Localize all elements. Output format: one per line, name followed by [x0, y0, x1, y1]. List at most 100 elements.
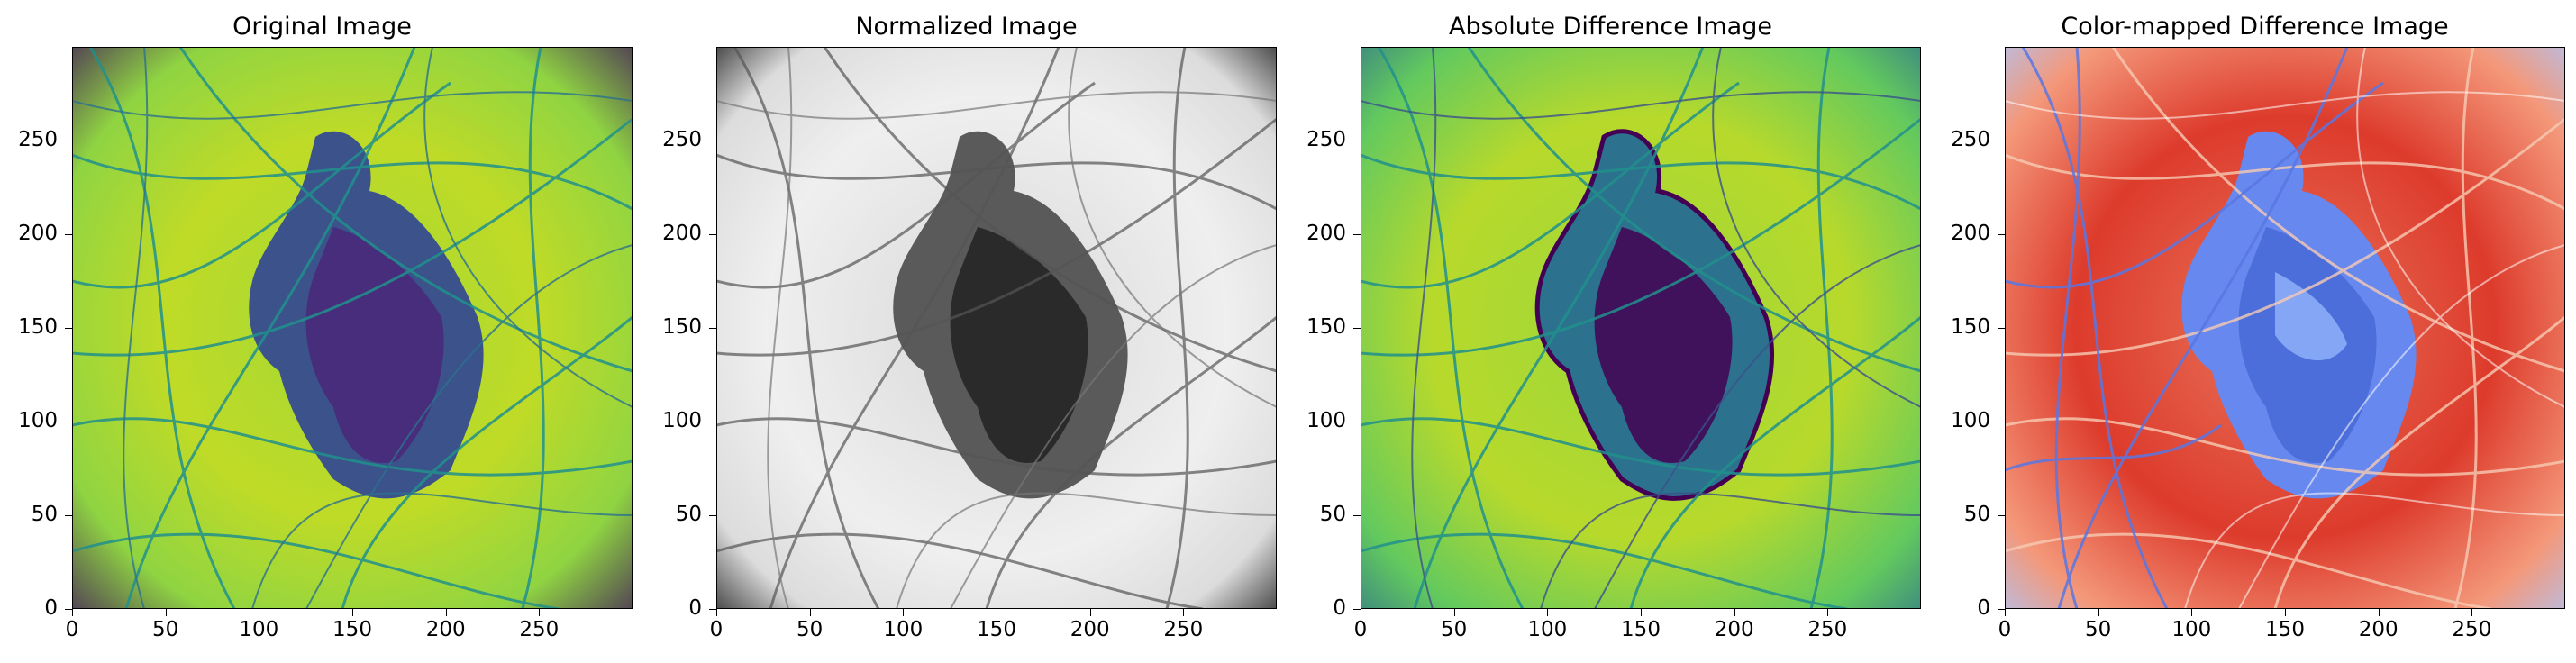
y-tick-mark	[1353, 515, 1361, 516]
x-tick-mark	[1089, 609, 1091, 616]
x-tick-label: 100	[1527, 618, 1568, 641]
y-tick-label: 150	[1306, 315, 1346, 339]
x-tick-label: 200	[1070, 618, 1110, 641]
panel-title: Normalized Image	[855, 13, 1078, 41]
panel-title: Absolute Difference Image	[1449, 13, 1772, 41]
y-tick-label: 150	[18, 315, 58, 339]
x-tick-mark	[1547, 609, 1549, 616]
y-tick-label: 100	[18, 409, 58, 432]
color-mapped-difference-image	[2005, 47, 2565, 609]
y-tick-label: 0	[688, 596, 702, 620]
y-tick-label: 200	[1951, 222, 1990, 245]
x-tick-mark	[539, 609, 541, 616]
image-plot-absolute-difference: 0 50 100 150 200 250 0 50 100 150 200 250	[1306, 47, 1921, 641]
y-tick-mark	[1998, 234, 2005, 235]
normalized-image	[716, 47, 1277, 609]
x-tick-mark	[809, 609, 811, 616]
y-tick-mark	[1353, 234, 1361, 235]
x-tick-mark	[716, 609, 717, 616]
y-tick-mark	[65, 609, 72, 610]
x-tick-label: 250	[1163, 618, 1204, 641]
y-tick-mark	[709, 609, 716, 610]
x-tick-label: 100	[2171, 618, 2212, 641]
image-plot-original: 0 50 100 150 200 250 0 50 100 150 200 250	[18, 47, 633, 641]
y-tick-label: 100	[662, 409, 702, 432]
x-tick-label: 250	[2452, 618, 2492, 641]
x-tick-mark	[903, 609, 905, 616]
x-tick-mark	[2471, 609, 2473, 616]
x-tick-mark	[1183, 609, 1185, 616]
y-tick-mark	[709, 328, 716, 329]
x-tick-label: 200	[1714, 618, 1754, 641]
y-tick-mark	[65, 328, 72, 329]
y-tick-label: 250	[18, 128, 58, 151]
y-tick-label: 200	[662, 222, 702, 245]
y-tick-label: 0	[1977, 596, 1990, 620]
absolute-difference-image	[1361, 47, 1921, 609]
x-tick-mark	[445, 609, 447, 616]
x-tick-label: 50	[796, 618, 824, 641]
x-tick-mark	[1641, 609, 1642, 616]
y-tick-mark	[1998, 515, 2005, 516]
y-tick-label: 250	[1951, 128, 1990, 151]
image-plot-color-mapped-difference: 0 50 100 150 200 250 0 50 100 150 200 250	[1951, 47, 2565, 641]
x-tick-label: 150	[2265, 618, 2305, 641]
original-image	[72, 47, 633, 609]
x-tick-label: 50	[1441, 618, 1468, 641]
y-tick-label: 200	[18, 222, 58, 245]
x-tick-label: 0	[709, 618, 724, 641]
y-tick-label: 50	[1963, 503, 1990, 526]
y-tick-label: 0	[44, 596, 58, 620]
x-tick-label: 250	[1807, 618, 1848, 641]
y-tick-mark	[1998, 328, 2005, 329]
x-tick-label: 50	[2085, 618, 2112, 641]
y-tick-label: 150	[662, 315, 702, 339]
x-tick-label: 150	[1621, 618, 1661, 641]
x-tick-label: 0	[65, 618, 79, 641]
y-tick-label: 50	[31, 503, 58, 526]
y-tick-label: 200	[1306, 222, 1346, 245]
y-tick-mark	[65, 234, 72, 235]
x-tick-label: 200	[425, 618, 466, 641]
panel-title: Original Image	[232, 13, 412, 41]
x-tick-mark	[2098, 609, 2099, 616]
x-tick-mark	[1734, 609, 1735, 616]
y-tick-mark	[1998, 609, 2005, 610]
x-tick-mark	[2005, 609, 2006, 616]
y-tick-label: 100	[1306, 409, 1346, 432]
x-tick-label: 200	[2358, 618, 2399, 641]
y-tick-mark	[709, 234, 716, 235]
x-tick-label: 150	[977, 618, 1016, 641]
x-tick-label: 250	[519, 618, 560, 641]
x-tick-label: 50	[152, 618, 179, 641]
x-tick-mark	[1453, 609, 1455, 616]
x-tick-mark	[2378, 609, 2380, 616]
x-tick-label: 150	[332, 618, 372, 641]
y-tick-label: 150	[1951, 315, 1990, 339]
x-tick-mark	[352, 609, 353, 616]
y-tick-label: 0	[1333, 596, 1346, 620]
y-tick-label: 50	[1319, 503, 1346, 526]
panel-title: Color-mapped Difference Image	[2061, 13, 2449, 41]
y-tick-label: 50	[675, 503, 702, 526]
x-tick-mark	[165, 609, 167, 616]
panel-absolute-difference: Absolute Difference Image	[1288, 0, 1933, 663]
y-tick-mark	[709, 515, 716, 516]
x-tick-mark	[2191, 609, 2193, 616]
panel-color-mapped-difference: Color-mapped Difference Image	[1933, 0, 2576, 663]
x-tick-mark	[2285, 609, 2286, 616]
x-tick-label: 0	[1998, 618, 2012, 641]
x-tick-label: 100	[883, 618, 924, 641]
panel-original: Original Image	[0, 0, 644, 663]
x-tick-mark	[72, 609, 73, 616]
y-tick-label: 250	[1306, 128, 1346, 151]
y-tick-mark	[1353, 609, 1361, 610]
y-tick-label: 250	[662, 128, 702, 151]
x-tick-mark	[1827, 609, 1829, 616]
panel-normalized: Normalized Image	[644, 0, 1288, 663]
image-plot-normalized: 0 50 100 150 200 250 0 50 100 150 200 250	[662, 47, 1277, 641]
y-tick-mark	[1353, 328, 1361, 329]
x-tick-label: 0	[1353, 618, 1368, 641]
y-tick-mark	[65, 515, 72, 516]
x-tick-label: 100	[239, 618, 279, 641]
